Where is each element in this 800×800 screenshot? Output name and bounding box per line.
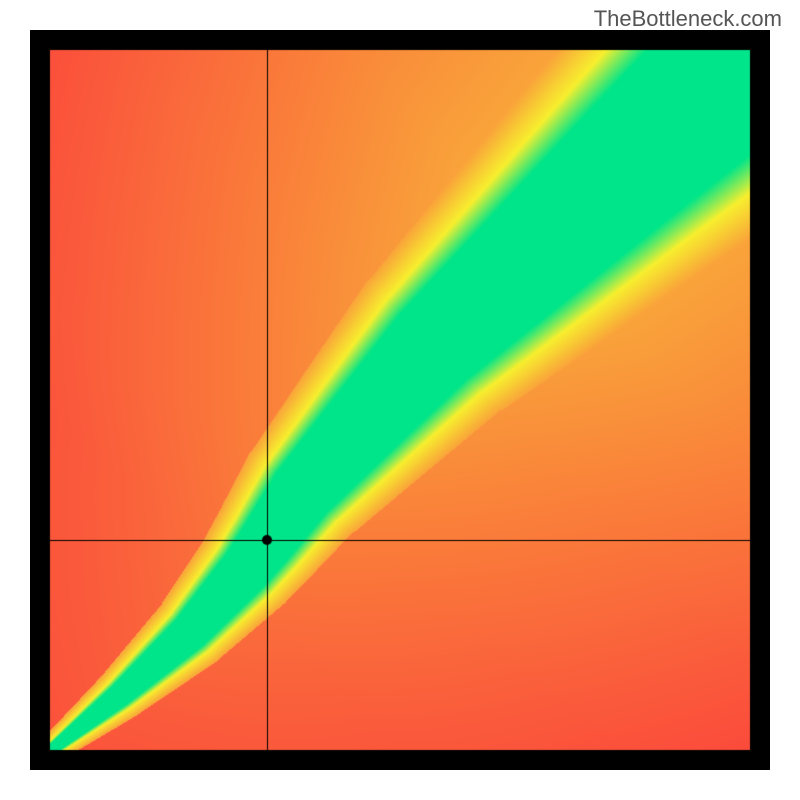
watermark-text: TheBottleneck.com [594, 6, 782, 32]
bottleneck-heatmap [30, 30, 770, 770]
